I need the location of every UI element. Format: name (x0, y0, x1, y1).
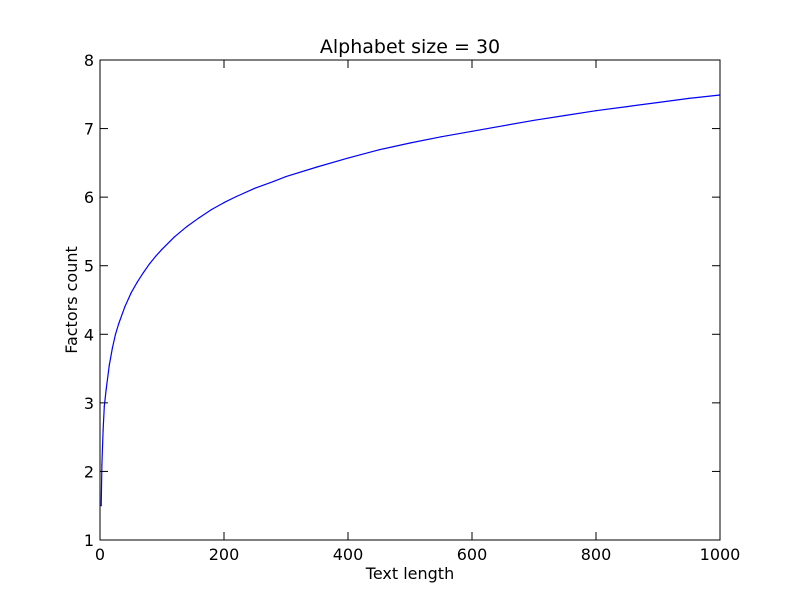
data-point (235, 195, 237, 198)
data-point (186, 226, 188, 228)
series-layer (100, 94, 721, 507)
data-point (657, 101, 659, 104)
data-point (114, 333, 117, 335)
data-point (130, 292, 132, 294)
data-point (100, 505, 102, 507)
data-point (161, 248, 163, 250)
y-tick-label: 3 (84, 394, 94, 413)
x-tick-label: 800 (581, 545, 612, 564)
data-point (254, 187, 256, 189)
data-point (626, 106, 628, 108)
data-point (111, 347, 113, 349)
data-point (101, 464, 103, 466)
data-point (533, 119, 535, 121)
data-point (347, 157, 349, 159)
x-tick-label: 200 (209, 545, 240, 564)
data-point (273, 180, 275, 182)
chart-title: Alphabet size = 30 (320, 36, 500, 58)
y-tick-label: 2 (84, 462, 94, 481)
data-point (378, 149, 380, 151)
data-point (316, 166, 318, 168)
data-point (285, 176, 287, 178)
data-point (142, 272, 144, 274)
data-point (223, 202, 225, 204)
data-point (502, 125, 504, 127)
y-tick-label: 1 (84, 531, 94, 550)
data-point (155, 255, 157, 257)
data-point (108, 364, 110, 366)
data-point (471, 130, 473, 132)
data-point (105, 388, 107, 390)
data-point (595, 110, 597, 112)
y-tick-label: 6 (84, 188, 94, 207)
y-tick-label: 4 (84, 325, 94, 344)
x-tick-label: 0 (95, 545, 105, 564)
y-tick-label: 8 (84, 51, 94, 70)
plot-frame (99, 59, 721, 541)
data-point (211, 208, 213, 211)
plot-area (100, 60, 720, 540)
data-point (136, 281, 138, 283)
tick-layer: 0 200 400 600 800 1000 1 2 3 4 5 6 7 8 (84, 51, 741, 564)
data-point (198, 217, 200, 219)
data-point (124, 306, 126, 308)
data-point (440, 136, 442, 138)
x-tick-label: 600 (457, 545, 488, 564)
data-point (409, 142, 411, 144)
x-tick-label: 400 (333, 545, 364, 564)
y-axis-label: Factors count (62, 246, 81, 354)
data-point (102, 429, 104, 431)
x-axis-label: Text length (365, 564, 454, 583)
data-point (103, 405, 105, 407)
y-tick-label: 5 (84, 257, 94, 276)
data-point (688, 97, 690, 99)
data-point (149, 263, 151, 265)
x-tick-label: 1000 (700, 545, 741, 564)
data-point (564, 114, 566, 117)
data-point (118, 323, 120, 325)
data-point (173, 236, 175, 238)
y-tick-label: 7 (84, 120, 94, 139)
